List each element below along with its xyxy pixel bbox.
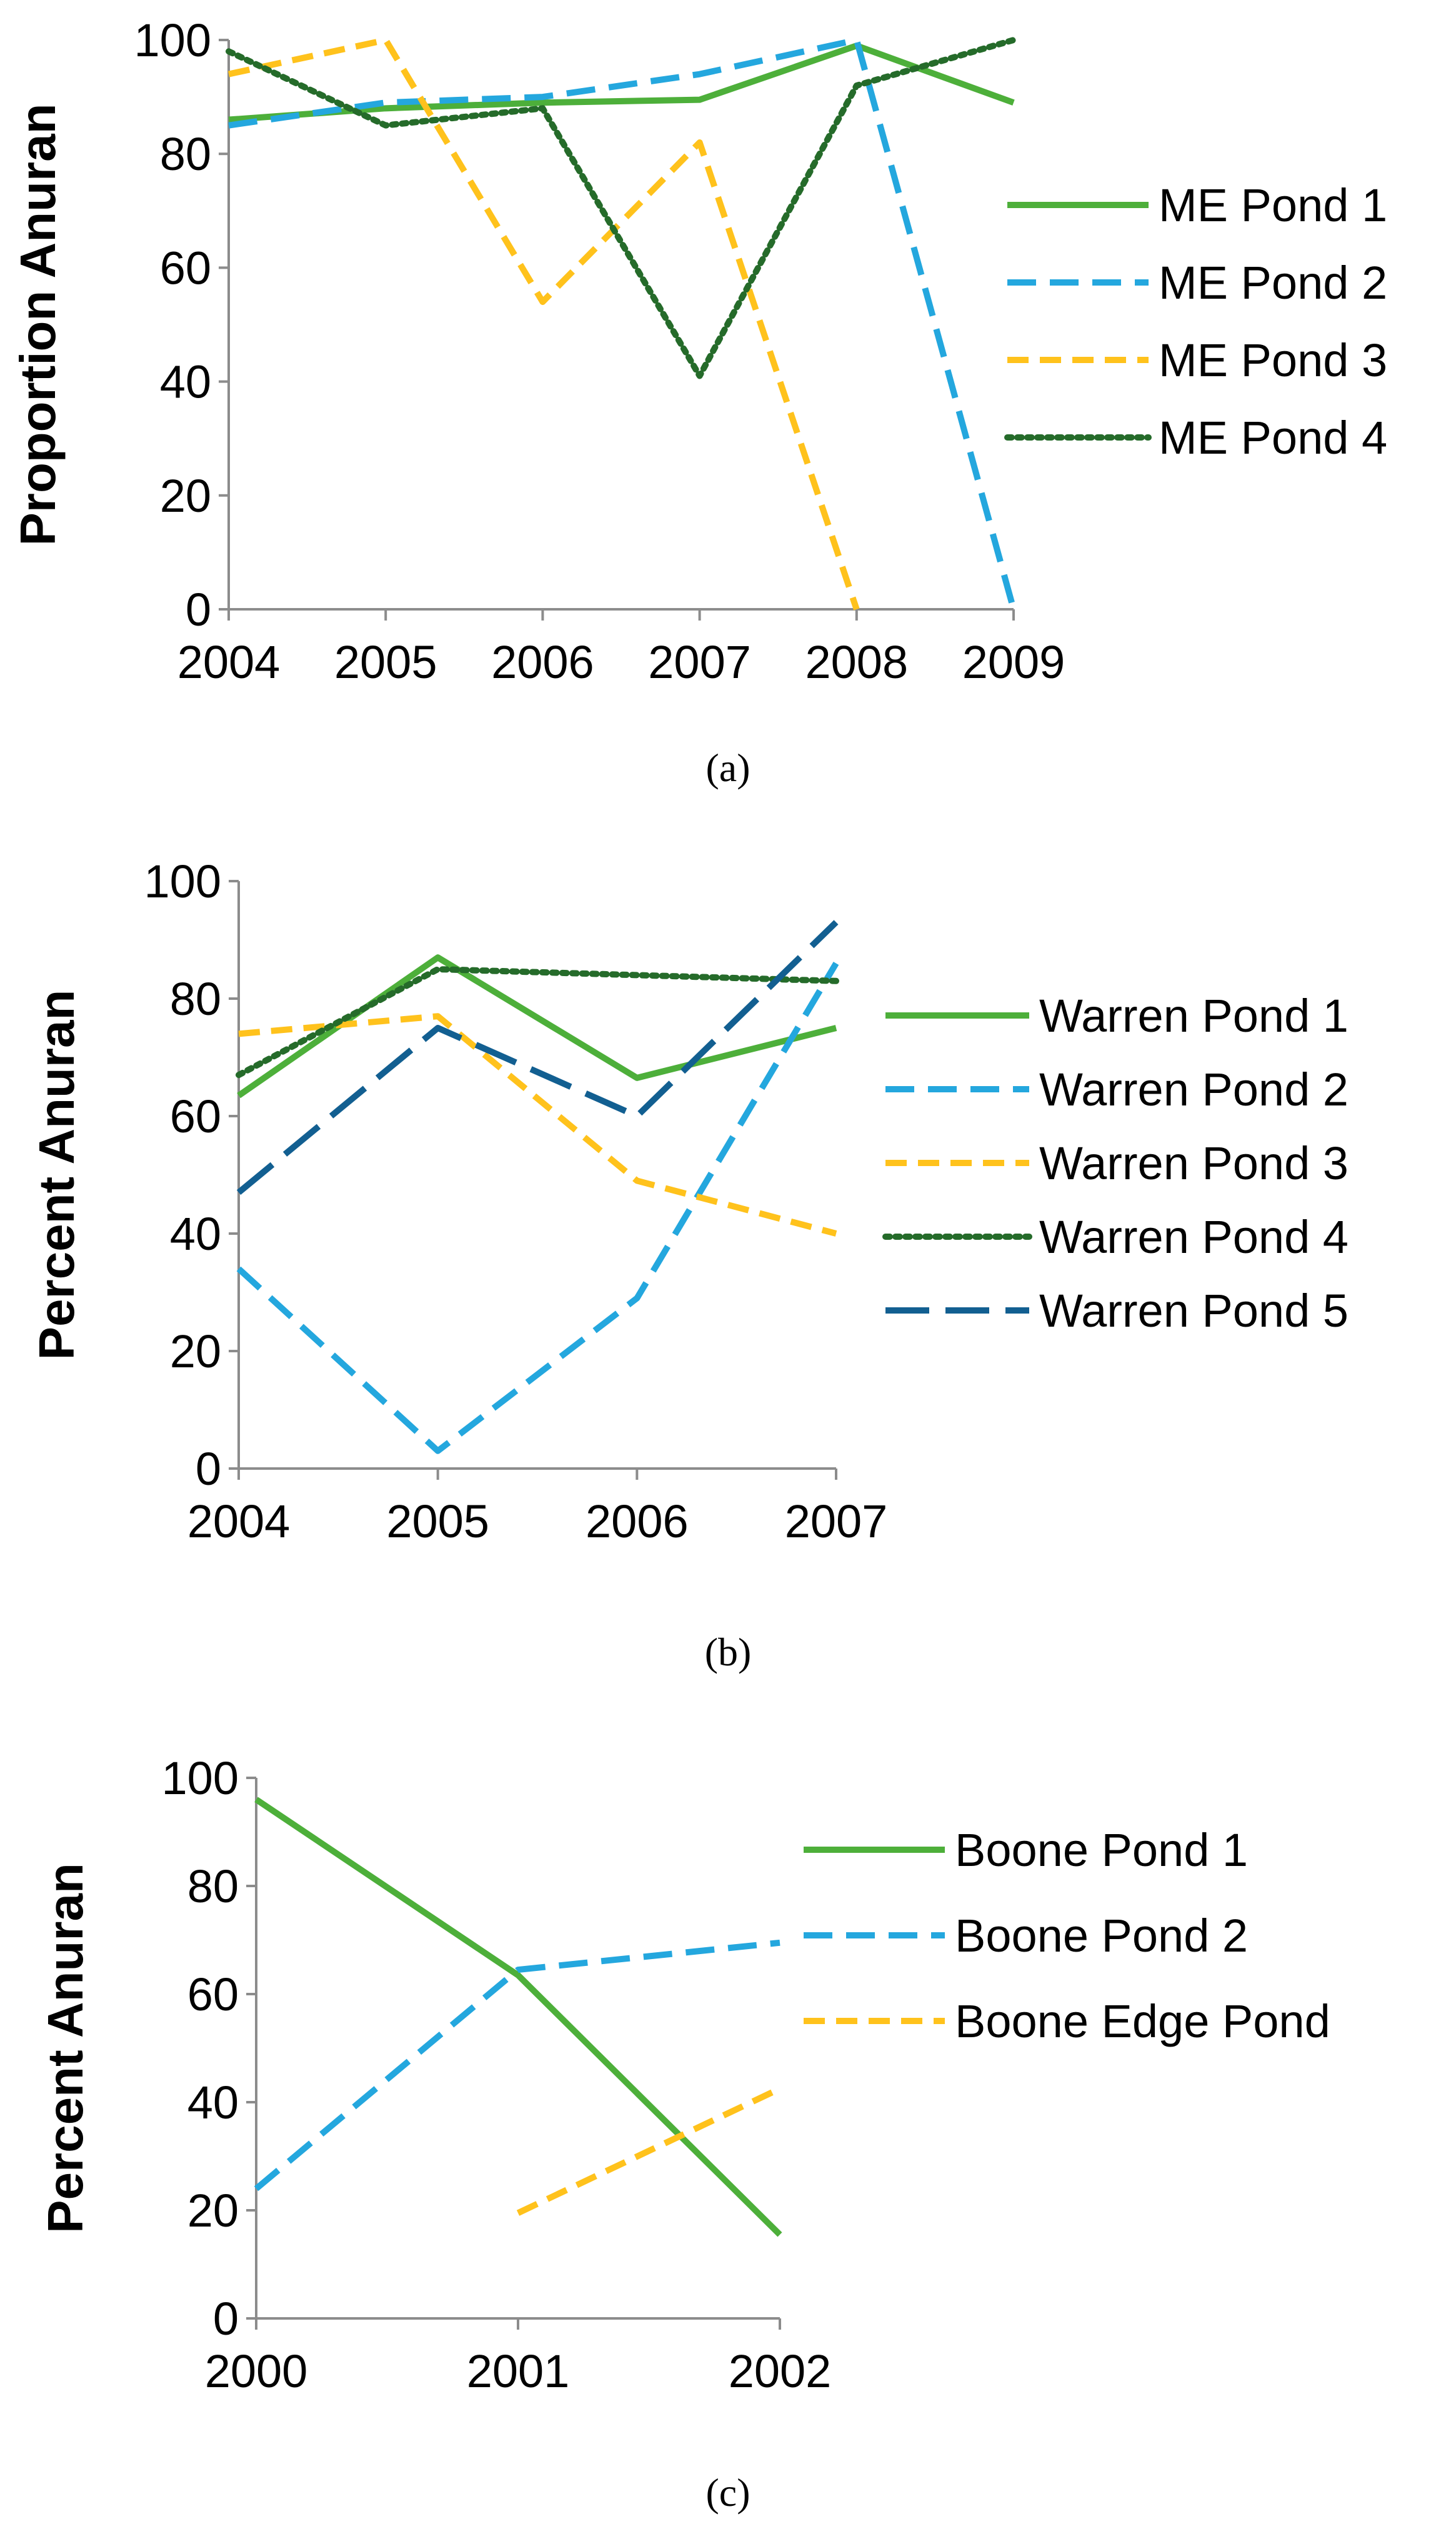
panel-caption: (b) xyxy=(705,1630,752,1674)
y-tick-label: 40 xyxy=(160,356,211,408)
y-axis-title: Percent Anuran xyxy=(29,990,84,1360)
series-line-warren-pond-4 xyxy=(236,966,839,1079)
chart-1: 0 20 40 60 80 100 2004 2005 2006 2007 Percent Anur… xyxy=(29,855,1349,1674)
y-tick-label: 80 xyxy=(170,973,221,1025)
y-tick-label: 60 xyxy=(160,242,211,294)
chart-2: 0 20 40 60 80 100 2000 2001 2002 Percent Anuran Bo… xyxy=(37,1752,1330,2515)
y-tick-label: 100 xyxy=(162,1752,239,1804)
x-tick-label: 2000 xyxy=(205,2345,308,2397)
x-tick-label: 2004 xyxy=(177,636,281,688)
legend-label: ME Pond 1 xyxy=(1159,179,1387,231)
y-tick-label: 20 xyxy=(170,1325,221,1377)
x-tick-label: 2002 xyxy=(729,2345,832,2397)
y-tick-label: 60 xyxy=(187,1968,239,2020)
y-axis-title: Proportion Anuran xyxy=(10,103,66,546)
legend-label: Warren Pond 3 xyxy=(1039,1137,1349,1189)
x-tick-label: 2006 xyxy=(586,1495,689,1547)
series-line-me-pond-4 xyxy=(226,37,1017,379)
legend-label: ME Pond 4 xyxy=(1159,412,1387,464)
panel-caption: (a) xyxy=(706,746,750,790)
series-line-me-pond-2 xyxy=(228,37,1017,611)
series-line-boone-pond-2 xyxy=(254,1939,780,2192)
y-axis-title: Percent Anuran xyxy=(37,1863,93,2233)
y-tick-label: 40 xyxy=(187,2077,239,2128)
y-tick-label: 20 xyxy=(160,470,211,522)
y-tick-label: 40 xyxy=(170,1208,221,1260)
y-tick-label: 100 xyxy=(144,855,221,907)
x-tick-label: 2005 xyxy=(334,636,437,688)
x-tick-label: 2007 xyxy=(648,636,751,688)
x-tick-label: 2005 xyxy=(386,1495,489,1547)
y-tick-label: 100 xyxy=(134,14,211,66)
x-tick-label: 2009 xyxy=(962,636,1065,688)
panel-caption: (c) xyxy=(706,2470,750,2515)
y-tick-label: 0 xyxy=(196,1443,221,1495)
x-tick-label: 2004 xyxy=(187,1495,291,1547)
series-line-warren-pond-5 xyxy=(236,920,839,1195)
y-tick-label: 0 xyxy=(186,584,211,636)
series-line-boone-edge-pond xyxy=(516,2085,782,2216)
chart-0: 0 20 40 60 80 100 2004 2005 2006 2007 2008 2009 Prop… xyxy=(10,14,1387,790)
y-tick-label: 0 xyxy=(213,2293,239,2345)
legend-label: Warren Pond 2 xyxy=(1039,1064,1349,1115)
y-tick-label: 80 xyxy=(187,1860,239,1912)
x-tick-label: 2007 xyxy=(785,1495,888,1547)
x-tick-label: 2008 xyxy=(805,636,908,688)
legend-label: Boone Edge Pond xyxy=(955,1995,1330,2047)
series-line-boone-pond-1 xyxy=(254,1797,782,2237)
legend-label: Warren Pond 4 xyxy=(1039,1211,1349,1263)
legend-label: ME Pond 3 xyxy=(1159,334,1387,386)
series-line-me-pond-3 xyxy=(227,37,860,611)
x-tick-label: 2006 xyxy=(491,636,594,688)
x-tick-label: 2001 xyxy=(467,2345,570,2397)
legend-label: Boone Pond 2 xyxy=(955,1910,1248,1962)
legend-label: ME Pond 2 xyxy=(1159,257,1387,309)
y-tick-label: 20 xyxy=(187,2185,239,2237)
series-line-warren-pond-2 xyxy=(236,962,839,1454)
y-tick-label: 80 xyxy=(160,128,211,180)
legend-label: Boone Pond 1 xyxy=(955,1824,1248,1876)
legend-label: Warren Pond 5 xyxy=(1039,1285,1349,1337)
legend-label: Warren Pond 1 xyxy=(1039,990,1349,1042)
y-tick-label: 60 xyxy=(170,1090,221,1142)
